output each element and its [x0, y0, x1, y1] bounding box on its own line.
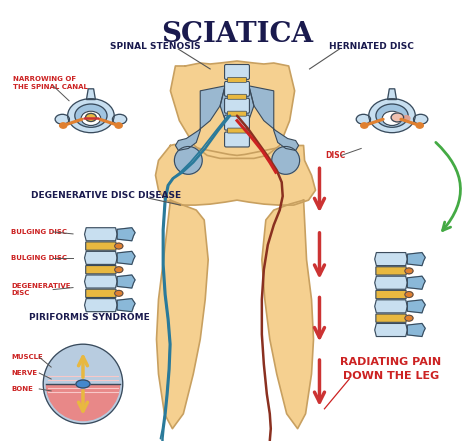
Polygon shape — [156, 200, 208, 429]
Ellipse shape — [86, 114, 96, 122]
Ellipse shape — [405, 315, 413, 321]
Polygon shape — [155, 145, 316, 205]
Text: NARROWING OF
THE SPINAL CANAL: NARROWING OF THE SPINAL CANAL — [13, 76, 88, 90]
Polygon shape — [84, 275, 117, 288]
Polygon shape — [375, 324, 407, 336]
FancyBboxPatch shape — [228, 128, 246, 133]
Polygon shape — [407, 300, 425, 313]
Polygon shape — [84, 299, 117, 312]
Polygon shape — [220, 86, 254, 130]
FancyBboxPatch shape — [86, 289, 116, 297]
Text: SCIATICA: SCIATICA — [161, 21, 313, 48]
FancyBboxPatch shape — [225, 98, 249, 113]
Polygon shape — [117, 251, 135, 264]
Polygon shape — [249, 86, 299, 150]
Text: DISC: DISC — [326, 151, 346, 160]
Text: BULGING DISC: BULGING DISC — [11, 255, 67, 261]
FancyBboxPatch shape — [86, 266, 116, 274]
Ellipse shape — [413, 114, 428, 124]
Ellipse shape — [81, 111, 101, 126]
Ellipse shape — [405, 292, 413, 297]
FancyBboxPatch shape — [228, 77, 246, 82]
Polygon shape — [84, 228, 117, 241]
Ellipse shape — [75, 104, 107, 127]
Ellipse shape — [376, 104, 408, 127]
Ellipse shape — [369, 99, 415, 133]
Polygon shape — [117, 299, 135, 312]
Ellipse shape — [391, 113, 404, 122]
Circle shape — [43, 344, 123, 424]
Text: DEGENERATIVE
DISC: DEGENERATIVE DISC — [11, 283, 71, 296]
Ellipse shape — [405, 268, 413, 274]
Polygon shape — [375, 276, 407, 289]
Polygon shape — [407, 324, 425, 336]
Polygon shape — [117, 228, 135, 241]
Text: MUSCLE: MUSCLE — [11, 354, 43, 360]
FancyBboxPatch shape — [225, 115, 249, 130]
Polygon shape — [171, 61, 295, 158]
Ellipse shape — [416, 123, 423, 128]
Polygon shape — [86, 89, 95, 99]
Circle shape — [272, 146, 300, 174]
Polygon shape — [407, 252, 425, 266]
Circle shape — [174, 146, 202, 174]
Text: BONE: BONE — [11, 386, 33, 392]
Text: DEGENERATIVE DISC DISEASE: DEGENERATIVE DISC DISEASE — [31, 191, 181, 200]
Text: HERNIATED DISC: HERNIATED DISC — [328, 42, 414, 50]
Text: SPINAL STENOSIS: SPINAL STENOSIS — [110, 42, 201, 50]
Ellipse shape — [76, 380, 90, 388]
FancyBboxPatch shape — [225, 81, 249, 96]
FancyBboxPatch shape — [228, 111, 246, 116]
Ellipse shape — [361, 123, 368, 128]
Ellipse shape — [60, 123, 67, 128]
Ellipse shape — [115, 123, 122, 128]
Polygon shape — [375, 300, 407, 313]
FancyArrowPatch shape — [436, 142, 460, 230]
Text: PIRIFORMIS SYNDROME: PIRIFORMIS SYNDROME — [28, 313, 149, 322]
FancyBboxPatch shape — [228, 94, 246, 99]
Ellipse shape — [115, 267, 123, 273]
Polygon shape — [388, 89, 396, 99]
Polygon shape — [84, 251, 117, 264]
FancyBboxPatch shape — [86, 242, 116, 250]
Wedge shape — [46, 347, 119, 384]
Text: RADIATING PAIN
DOWN THE LEG: RADIATING PAIN DOWN THE LEG — [340, 358, 442, 381]
FancyBboxPatch shape — [225, 132, 249, 147]
Ellipse shape — [115, 290, 123, 296]
Ellipse shape — [356, 114, 371, 124]
FancyBboxPatch shape — [376, 314, 406, 322]
Ellipse shape — [68, 99, 114, 133]
Polygon shape — [175, 86, 225, 150]
Ellipse shape — [403, 116, 410, 121]
Polygon shape — [262, 200, 313, 429]
Text: NERVE: NERVE — [11, 370, 37, 376]
Ellipse shape — [115, 243, 123, 249]
Polygon shape — [375, 252, 407, 266]
Ellipse shape — [112, 114, 127, 124]
Ellipse shape — [382, 111, 402, 126]
Ellipse shape — [55, 114, 70, 124]
Text: BULGING DISC: BULGING DISC — [11, 229, 67, 235]
FancyBboxPatch shape — [225, 65, 249, 80]
FancyBboxPatch shape — [376, 267, 406, 275]
Wedge shape — [46, 384, 119, 420]
Polygon shape — [407, 276, 425, 289]
Polygon shape — [117, 275, 135, 288]
FancyBboxPatch shape — [376, 290, 406, 299]
